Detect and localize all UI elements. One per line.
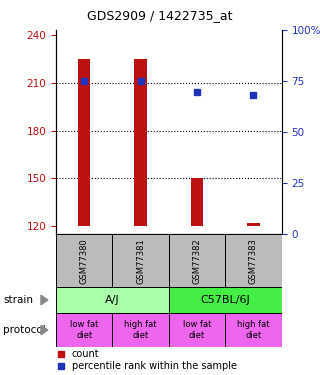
- Text: percentile rank within the sample: percentile rank within the sample: [72, 361, 237, 371]
- Text: low fat
diet: low fat diet: [183, 320, 211, 340]
- Bar: [169, 287, 282, 313]
- Text: GSM77383: GSM77383: [249, 238, 258, 284]
- Bar: [225, 313, 282, 347]
- Text: A/J: A/J: [105, 295, 120, 305]
- Text: C57BL/6J: C57BL/6J: [200, 295, 250, 305]
- Text: low fat
diet: low fat diet: [70, 320, 98, 340]
- Bar: [169, 234, 225, 287]
- Bar: [78, 59, 91, 226]
- Bar: [225, 234, 282, 287]
- Polygon shape: [41, 295, 48, 305]
- Text: high fat
diet: high fat diet: [124, 320, 157, 340]
- Text: GSM77380: GSM77380: [80, 238, 89, 284]
- Text: GSM77381: GSM77381: [136, 238, 145, 284]
- Bar: [112, 313, 169, 347]
- Text: protocol: protocol: [3, 325, 46, 335]
- Text: GSM77382: GSM77382: [193, 238, 202, 284]
- Polygon shape: [41, 325, 48, 335]
- Text: count: count: [72, 349, 100, 359]
- Bar: [112, 234, 169, 287]
- Text: strain: strain: [3, 295, 33, 305]
- Bar: [56, 234, 112, 287]
- Bar: [191, 178, 203, 226]
- Text: GDS2909 / 1422735_at: GDS2909 / 1422735_at: [87, 9, 233, 22]
- Bar: [169, 313, 225, 347]
- Bar: [134, 59, 147, 226]
- Bar: [56, 287, 169, 313]
- Bar: [247, 223, 260, 226]
- Bar: [56, 313, 112, 347]
- Text: high fat
diet: high fat diet: [237, 320, 270, 340]
